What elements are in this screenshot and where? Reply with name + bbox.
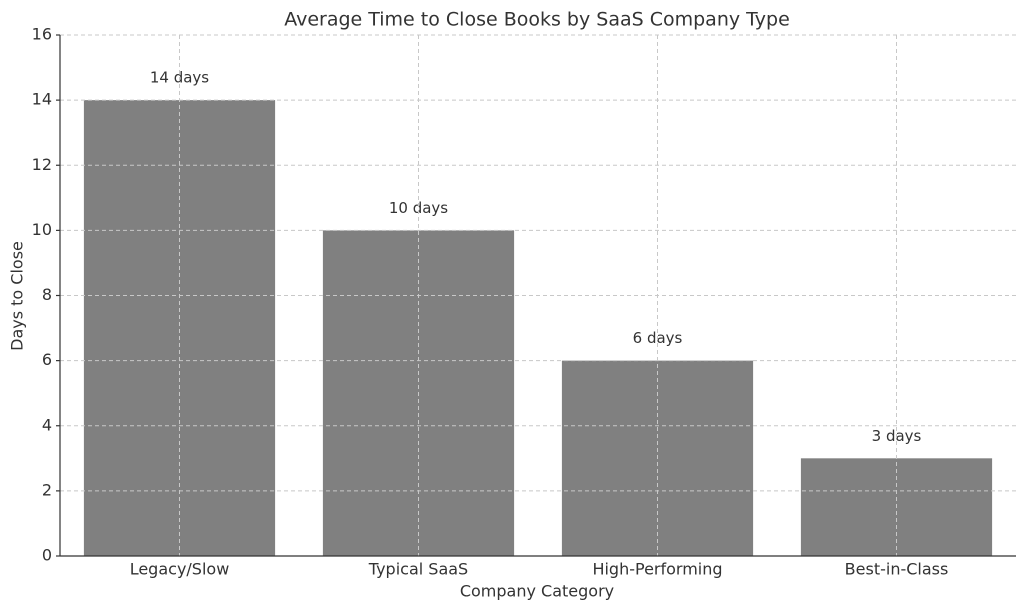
y-tick-label: 16 [32,25,52,44]
y-tick-label: 4 [42,415,52,434]
y-axis-label: Days to Close [8,241,27,351]
x-tick-label: High-Performing [592,560,722,579]
x-axis-label: Company Category [460,582,614,601]
y-tick-label: 14 [32,90,52,109]
value-label: 10 days [389,199,448,217]
y-tick-label: 2 [42,480,52,499]
x-tick-label: Legacy/Slow [130,560,230,579]
x-tick-label: Best-in-Class [845,560,949,579]
y-tick-label: 6 [42,350,52,369]
y-tick-label: 10 [32,220,52,239]
x-tick-label: Typical SaaS [368,560,468,579]
y-tick-label: 0 [42,546,52,565]
y-tick-label: 8 [42,285,52,304]
y-tick-label: 12 [32,155,52,174]
chart-title: Average Time to Close Books by SaaS Comp… [284,9,790,31]
